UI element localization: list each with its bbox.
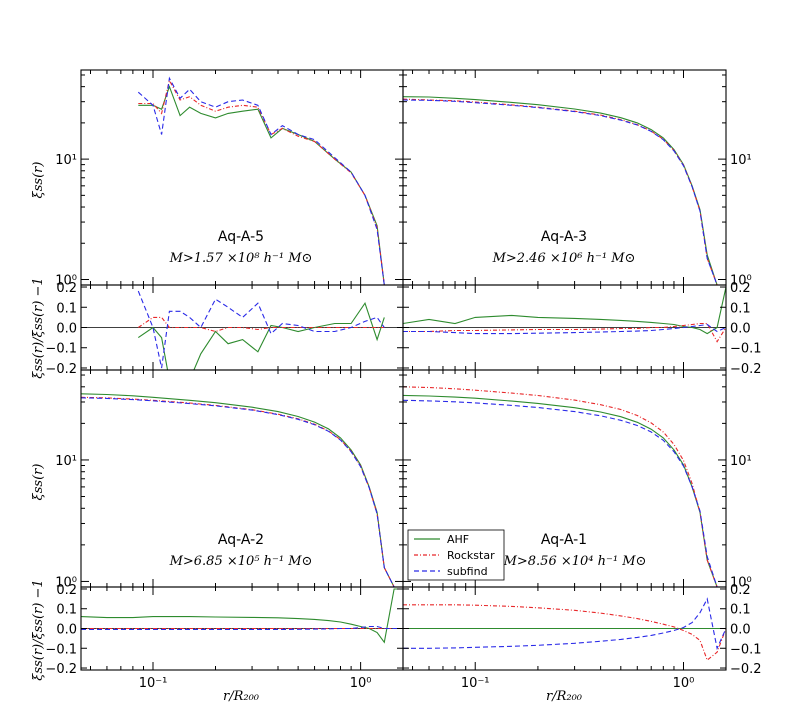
y-tick-label-ratio: −0.2	[45, 662, 77, 677]
y-tick-label-ratio: 0.2	[730, 281, 751, 296]
legend: AHF Rockstar subfind	[407, 529, 505, 581]
mass-label-aq-a-2: M>6.85 ×10⁵ h⁻¹ M⊙	[169, 554, 313, 569]
mass-label-aq-a-5: M>1.57 ×10⁸ h⁻¹ M⊙	[169, 251, 313, 266]
y-tick-label-ratio: −0.2	[730, 362, 762, 377]
x-tick-label: 10⁻¹	[139, 676, 168, 691]
main-plot-aq-a-1	[403, 386, 726, 587]
y-tick-label-main: 10⁰	[730, 575, 752, 590]
ratio-rockstar-aq-a-5	[137, 316, 385, 333]
ratio-rockstar-aq-a-1	[403, 604, 726, 662]
ratio-subfind-aq-a-5	[137, 290, 385, 369]
panels-layer: 10⁰ 10¹ 0.2 0.1 0.0 −0.1 −0.2 10⁰ 10¹ 0.2 0.1 0.0 −0…	[45, 69, 762, 691]
ratio-plot-aq-a-3	[403, 286, 726, 343]
x-tick-label: 10⁰	[673, 676, 695, 691]
panel-title-aq-a-1: Aq-A-1	[541, 532, 587, 548]
x-tick-label: 10⁻¹	[461, 676, 490, 691]
legend-label-subfind: subfind	[447, 565, 488, 578]
series-subfind-aq-a-5	[137, 76, 385, 285]
legend-label-rockstar: Rockstar	[447, 549, 495, 562]
y-tick-label-ratio: −0.2	[730, 662, 762, 677]
ratio-ahf-aq-a-3	[403, 286, 726, 335]
xlabel-right: r/R₂₀₀	[546, 689, 583, 704]
y-tick-label-ratio: −0.1	[45, 342, 77, 357]
y-tick-label-main: 10⁰	[55, 273, 77, 288]
ratio-subfind-aq-a-2	[81, 625, 403, 631]
series-subfind-aq-a-3	[403, 99, 726, 285]
y-tick-label-ratio: 0.2	[56, 583, 77, 598]
y-tick-label-ratio: 0.2	[730, 583, 751, 598]
y-tick-label-main: 10¹	[730, 153, 752, 168]
series-subfind-aq-a-2	[81, 397, 403, 587]
main-plot-aq-a-3	[403, 96, 726, 285]
ylabel-main-top: ξss(r)	[31, 162, 46, 199]
ylabel-main-bottom: ξss(r)	[31, 464, 46, 501]
y-tick-label-main: 10⁰	[55, 575, 77, 590]
panel-title-aq-a-5: Aq-A-5	[218, 229, 264, 245]
main-plot-aq-a-2	[81, 393, 403, 587]
panel-aq-a-5: 10⁰ 10¹ 0.2 0.1 0.0 −0.1 −0.2	[45, 69, 404, 377]
mass-label-aq-a-1: M>8.56 ×10⁴ h⁻¹ M⊙	[503, 554, 647, 569]
series-subfind-aq-a-1	[403, 399, 726, 587]
y-tick-label-main: 10¹	[55, 153, 77, 168]
y-tick-label-main: 10⁰	[730, 273, 752, 288]
y-tick-label-ratio: 0.0	[56, 322, 77, 337]
legend-label-ahf: AHF	[447, 533, 469, 546]
y-tick-label-ratio: 0.0	[730, 322, 751, 337]
y-tick-label-ratio: −0.1	[730, 642, 762, 657]
ratio-plot-aq-a-2	[81, 588, 403, 644]
y-tick-label-ratio: 0.1	[730, 603, 751, 618]
panel-aq-a-3: 10⁰ 10¹ 0.2 0.1 0.0 −0.1 −0.2	[402, 69, 762, 377]
ratio-subfind-aq-a-3	[403, 323, 726, 335]
panel-title-aq-a-3: Aq-A-3	[541, 229, 587, 245]
y-tick-label-ratio: 0.1	[56, 603, 77, 618]
y-tick-label-ratio: 0.1	[730, 301, 751, 316]
ratio-ahf-aq-a-5	[137, 301, 385, 370]
y-tick-label-ratio: 0.2	[56, 281, 77, 296]
xlabel-left: r/R₂₀₀	[223, 689, 260, 704]
ratio-rockstar-aq-a-3	[403, 322, 726, 343]
panel-aq-a-1: 10⁻¹ 10⁰ 10⁰ 10¹ 0.2 0.1 0.0 −0.1 −0.2	[402, 369, 762, 691]
ratio-subfind-aq-a-1	[403, 597, 726, 651]
ylabel-ratio-top: ξss(r)/ξ̄ss(r) −1	[31, 277, 46, 378]
ratio-plot-aq-a-5	[81, 290, 403, 370]
y-tick-label-ratio: 0.0	[730, 623, 751, 638]
y-tick-label-main: 10¹	[730, 454, 752, 469]
x-tick-label: 10⁰	[350, 676, 372, 691]
panel-title-aq-a-2: Aq-A-2	[218, 532, 264, 548]
y-tick-label-ratio: −0.2	[45, 362, 77, 377]
panel-aq-a-2: 10⁻¹ 10⁰ 10⁰ 10¹ 0.2 0.1 0.0 −0.1 −0.2	[45, 369, 404, 691]
y-tick-label-ratio: −0.1	[730, 342, 762, 357]
ratio-ahf-aq-a-2	[81, 588, 403, 644]
ratio-plot-aq-a-1	[403, 597, 726, 662]
y-tick-label-ratio: 0.1	[56, 301, 77, 316]
main-plot-aq-a-5	[137, 76, 385, 285]
series-rockstar-aq-a-5	[138, 78, 385, 285]
y-tick-label-ratio: 0.0	[56, 623, 77, 638]
mass-label-aq-a-3: M>2.46 ×10⁶ h⁻¹ M⊙	[492, 251, 636, 266]
y-tick-label-ratio: −0.1	[45, 642, 77, 657]
ylabel-ratio-bottom: ξss(r)/ξ̄ss(r) −1	[31, 579, 46, 680]
y-tick-label-main: 10¹	[55, 454, 77, 469]
